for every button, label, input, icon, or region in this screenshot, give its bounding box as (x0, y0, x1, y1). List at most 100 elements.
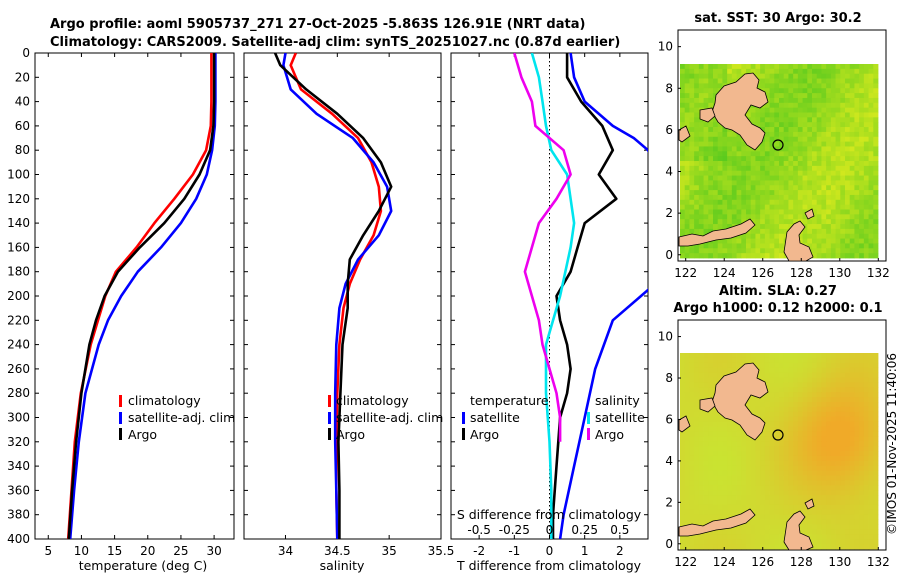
legend-label-sal-argo: Argo (595, 427, 624, 442)
sla-map-axes: 122 124 126 128 130 132 0 2 4 6 8 10 (658, 330, 890, 569)
map-y-tick-label: 4 (665, 165, 673, 179)
map-y-tick-label: 10 (658, 330, 673, 344)
depth-tick-label: 0 (22, 46, 30, 60)
x-tick-label: 35.5 (428, 544, 455, 558)
legend-swatch-satellite (328, 412, 331, 424)
map-x-tick-label: 132 (867, 266, 890, 280)
temperature-x-ticks: 5 10 15 20 25 30 (44, 53, 222, 558)
map-x-tick-label: 124 (713, 555, 736, 569)
legend-label-climatology: climatology (128, 393, 201, 408)
map-x-tick-label: 130 (828, 555, 851, 569)
x-tick-label: 2 (616, 544, 624, 558)
x-tick-label: 20 (140, 544, 155, 558)
depth-tick-label: 300 (7, 411, 30, 425)
legend-swatch-temp-satellite (462, 412, 465, 424)
x-tick-label: 5 (44, 544, 52, 558)
map-y-tick-label: 4 (665, 454, 673, 468)
depth-tick-label: 240 (7, 338, 30, 352)
legend-label-climatology: climatology (336, 393, 409, 408)
landmass-sla (678, 362, 815, 550)
depth-tick-label: 380 (7, 508, 30, 522)
series-line-salinity-argo (513, 53, 572, 442)
secondary-tick-label: -0.25 (499, 523, 530, 537)
salinity-legend: climatology satellite-adj. clim Argo (328, 393, 443, 442)
map-y-tick-label: 6 (665, 412, 673, 426)
sst-map-title: sat. SST: 30 Argo: 30.2 (694, 11, 861, 26)
x-tick-label: 34 (278, 544, 293, 558)
x-tick-label: 25 (173, 544, 188, 558)
x-tick-label: 1 (581, 544, 589, 558)
depth-tick-label: 280 (7, 386, 30, 400)
x-tick-label: 35 (382, 544, 397, 558)
legend-swatch-argo (328, 428, 331, 440)
map-y-tick-label: 6 (665, 123, 673, 137)
legend-label-temp-argo: Argo (470, 427, 499, 442)
legend-swatch-sal-satellite (587, 412, 590, 424)
panel-tick-marks (35, 52, 648, 540)
x-tick-label: -2 (473, 544, 485, 558)
legend-label-argo: Argo (128, 427, 157, 442)
legend-label-temp-satellite: satellite (470, 410, 520, 425)
temperature-panel (34, 52, 235, 540)
map-y-tick-label: 8 (665, 371, 673, 385)
depth-tick-label: 340 (7, 459, 30, 473)
difference-x-ticks: -2 -1 0 1 2 (473, 53, 624, 558)
argo-float-marker (772, 139, 784, 151)
temperature-legend: climatology satellite-adj. clim Argo (119, 393, 235, 442)
secondary-tick-label: 0.5 (610, 523, 629, 537)
salinity-lines (273, 53, 393, 539)
depth-tick-label: 100 (7, 168, 30, 182)
legend-swatch-sal-argo (587, 428, 590, 440)
x-tick-label: 30 (206, 544, 221, 558)
figure-title-line2: Climatology: CARS2009. Satellite-adj cli… (50, 35, 620, 50)
series-line-argo (273, 53, 393, 539)
depth-tick-label: 180 (7, 265, 30, 279)
sla-map-image (678, 353, 879, 550)
depth-axis: 0 20 40 60 80 100 120 140 160 180 200 220 240 260 280 3… (7, 46, 30, 546)
map-x-tick-label: 128 (790, 555, 813, 569)
salinity-x-ticks: 34 34.5 35 35.5 (278, 53, 455, 558)
series-line-satellite-adj-clim (68, 53, 217, 539)
legend-title-temperature: temperature (470, 393, 549, 408)
map-x-tick-label: 126 (751, 266, 774, 280)
series-line-temperature-satellite (558, 53, 648, 539)
map-x-tick-label: 132 (867, 555, 890, 569)
depth-tick-label: 160 (7, 240, 30, 254)
legend-swatch-argo (119, 428, 122, 440)
map-y-tick-label: 2 (665, 495, 673, 509)
depth-tick-label: 20 (15, 70, 30, 84)
depth-tick-label: 260 (7, 362, 30, 376)
series-line-climatology (289, 53, 383, 539)
difference-secondary-xlabel: S difference from climatology (457, 507, 642, 522)
depth-tick-label: 120 (7, 192, 30, 206)
secondary-tick-label: 0.25 (571, 523, 598, 537)
sst-map-image (678, 64, 879, 261)
map-x-tick-label: 126 (751, 555, 774, 569)
x-tick-label: 0 (546, 544, 554, 558)
map-x-tick-label: 122 (674, 555, 697, 569)
map-y-tick-label: 0 (665, 537, 673, 551)
map-y-tick-label: 10 (658, 40, 673, 54)
legend-label-sal-satellite: satellite (595, 410, 645, 425)
legend-label-satellite: satellite-adj. clim (336, 410, 443, 425)
depth-tick-label: 140 (7, 216, 30, 230)
secondary-tick-label: 0 (546, 523, 554, 537)
map-y-tick-label: 8 (665, 81, 673, 95)
difference-legend-temperature: temperature satellite Argo (462, 393, 549, 442)
depth-tick-label: 400 (7, 532, 30, 546)
legend-swatch-satellite (119, 412, 122, 424)
sst-map-axes: 122 124 126 128 130 132 0 2 4 6 8 10 (658, 40, 890, 280)
figure-title-line1: Argo profile: aoml 5905737_271 27-Oct-20… (50, 17, 585, 32)
map-y-tick-label: 0 (665, 248, 673, 262)
argo-float-marker (772, 429, 784, 441)
map-y-tick-label: 2 (665, 206, 673, 220)
salinity-diff-ticks: -0.5 -0.25 0 0.25 0.5 (467, 523, 629, 537)
legend-title-salinity: salinity (595, 393, 640, 408)
difference-xlabel: T difference from climatology (456, 558, 642, 573)
difference-legend-salinity: salinity satellite Argo (587, 393, 645, 442)
secondary-tick-label: -0.5 (467, 523, 490, 537)
landmass-sst (678, 72, 815, 261)
depth-tick-label: 200 (7, 289, 30, 303)
difference-lines (513, 53, 648, 539)
